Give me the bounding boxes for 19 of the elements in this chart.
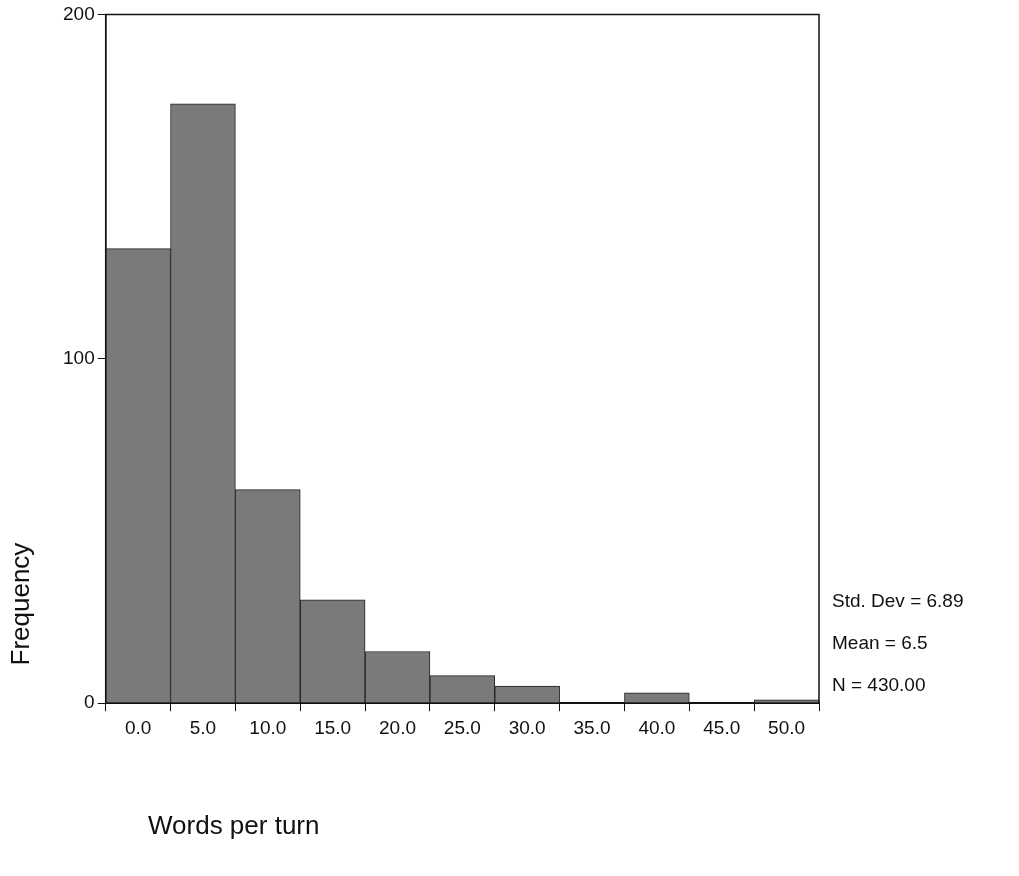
- text: Mean = 6.5: [832, 631, 929, 655]
- x-tick-label: 15.0: [314, 716, 352, 738]
- x-axis-title: Words per turn: [148, 810, 320, 841]
- x-tick-label: 0.0: [124, 716, 152, 738]
- y-tick-label: 100: [63, 347, 95, 369]
- x-tick-label: 25.0: [443, 716, 481, 738]
- x-tick-label: 40.0: [638, 716, 676, 738]
- x-tick-label: 50.0: [768, 716, 806, 738]
- x-tick-label: 5.0: [189, 716, 217, 738]
- text: N = 430.00: [832, 673, 927, 697]
- text: Std. Dev = 6.89: [832, 589, 964, 613]
- x-tick-label: 30.0: [508, 716, 546, 738]
- x-tick-label: 20.0: [379, 716, 416, 738]
- x-tick-label: 45.0: [703, 716, 741, 738]
- y-tick-label: 0: [84, 691, 95, 713]
- y-axis-title: Frequency: [4, 542, 36, 666]
- x-tick-label: 10.0: [249, 716, 287, 738]
- y-tick-label: 200: [63, 2, 95, 24]
- x-tick-label: 35.0: [573, 716, 611, 738]
